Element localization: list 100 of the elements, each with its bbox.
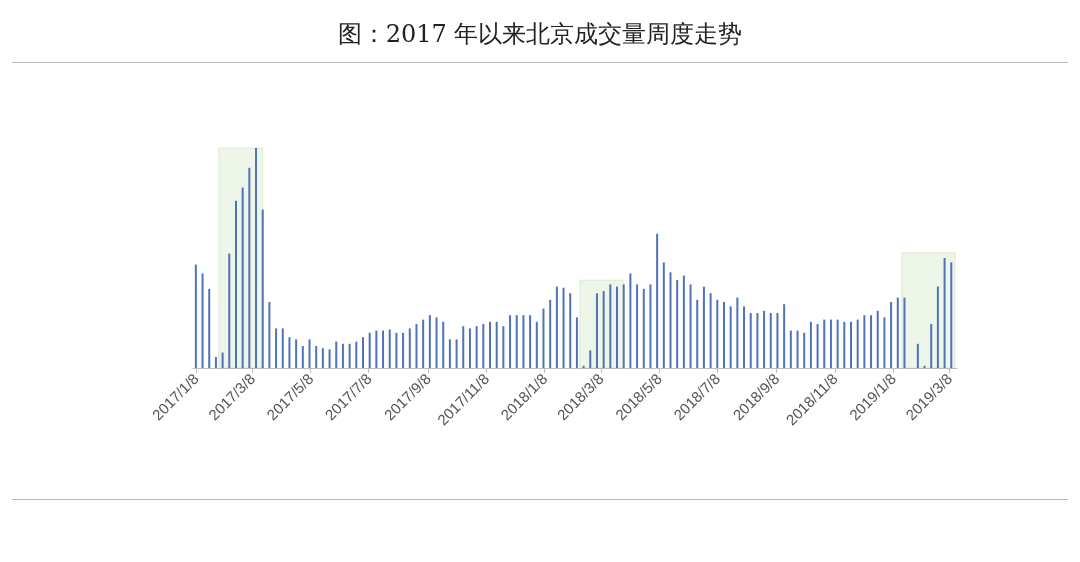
bar (776, 313, 779, 368)
bar (328, 349, 331, 368)
bar (616, 286, 619, 368)
bar (883, 317, 886, 368)
bar (248, 167, 251, 368)
bar (662, 262, 665, 368)
bar (622, 284, 625, 368)
bar (295, 339, 298, 368)
bar (288, 337, 291, 368)
bar (716, 299, 719, 368)
bar (542, 308, 545, 368)
chart-title: 图：2017 年以来北京成交量周度走势 (12, 18, 1068, 63)
bar (549, 299, 552, 368)
bar (722, 302, 725, 368)
bar (890, 302, 893, 368)
bar (502, 326, 505, 368)
bar (301, 346, 304, 368)
bar (749, 313, 752, 368)
bar (789, 330, 792, 368)
bar (649, 284, 652, 368)
bar (609, 284, 612, 368)
bar (489, 321, 492, 368)
bar (375, 330, 378, 368)
bar (756, 313, 759, 368)
bar (656, 233, 659, 368)
bar (809, 321, 812, 368)
bar (856, 319, 859, 368)
bar (495, 321, 498, 368)
bar (455, 339, 458, 368)
bar (335, 341, 338, 368)
bar (221, 352, 224, 368)
bar (368, 332, 371, 368)
bar (636, 284, 639, 368)
bar (936, 286, 939, 368)
bar (522, 315, 525, 368)
bar (228, 253, 231, 368)
bar (509, 315, 512, 368)
bar (422, 319, 425, 368)
bar (870, 315, 873, 368)
bar (696, 299, 699, 368)
bar (435, 317, 438, 368)
bar (308, 339, 311, 368)
bar (803, 332, 806, 368)
bar (535, 321, 538, 368)
bar (515, 315, 518, 368)
bar (589, 350, 592, 368)
bar (602, 291, 605, 368)
bar (676, 280, 679, 368)
bar (321, 348, 324, 368)
bar (863, 315, 866, 368)
bar (194, 264, 197, 368)
bar (462, 326, 465, 368)
bar (348, 343, 351, 368)
bar (896, 297, 899, 368)
bar (836, 319, 839, 368)
bar (850, 321, 852, 368)
bar (208, 288, 211, 368)
bar (729, 306, 732, 368)
bar (361, 337, 364, 368)
bar (275, 328, 278, 368)
bar (428, 315, 431, 368)
bar (402, 332, 405, 368)
bar (582, 365, 585, 368)
bar (823, 319, 826, 368)
bar (261, 209, 264, 368)
bar (562, 287, 565, 368)
bar (829, 319, 832, 368)
bar (763, 310, 766, 368)
bar (315, 346, 318, 368)
bar (442, 321, 445, 368)
bar (796, 330, 799, 368)
bar (595, 293, 598, 368)
bar (415, 324, 418, 368)
bar (709, 293, 712, 368)
bar (642, 288, 645, 368)
bar (341, 343, 344, 368)
bar (916, 343, 919, 368)
bar (783, 304, 786, 368)
bar (629, 273, 632, 368)
bar (769, 313, 772, 368)
bar (950, 262, 953, 368)
bar (702, 286, 705, 368)
bar (816, 324, 819, 368)
bar (408, 328, 411, 368)
bar (569, 293, 572, 368)
bar (382, 330, 385, 368)
bar (234, 200, 237, 368)
bar (448, 339, 451, 368)
bar (388, 329, 391, 368)
bar (689, 284, 692, 368)
bar (268, 302, 271, 368)
bar (475, 326, 478, 368)
bar (555, 286, 558, 368)
bar (201, 273, 204, 368)
bar (281, 328, 284, 368)
bar (923, 365, 926, 368)
bar (843, 321, 846, 368)
bar (903, 297, 906, 368)
bar (482, 324, 485, 368)
bar (468, 328, 471, 368)
